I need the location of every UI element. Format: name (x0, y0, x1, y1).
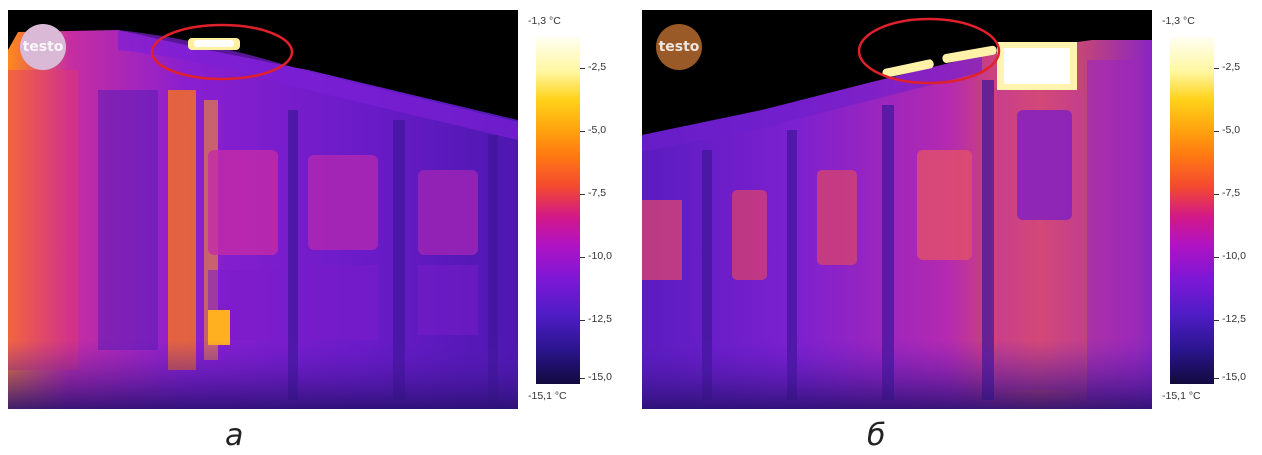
scale-tick-label: -12,5 (1222, 313, 1246, 325)
scale-max-label: -1,3 °C (528, 15, 561, 27)
scale-tick-label: -2,5 (588, 61, 607, 73)
scale-tick-label: -10,0 (588, 250, 612, 262)
testo-logo: testo (20, 24, 66, 70)
scale-max-label: -1,3 °C (1162, 15, 1195, 27)
highlight-ellipse (150, 23, 294, 81)
scale-min-label: -15,1 °C (528, 390, 567, 402)
scale-tick-label: -7,5 (1222, 187, 1241, 199)
highlight-ellipse (857, 17, 1001, 85)
scale-tick-label: -10,0 (1222, 250, 1246, 262)
scale-tick-label: -12,5 (588, 313, 612, 325)
thermal-image-a: testo (8, 10, 518, 409)
thermal-panel-a: testo -1,3 °C -2,5 -5,0 -7,5 -10,0 -12,5… (0, 0, 630, 455)
color-scale-bar (1170, 37, 1214, 384)
thermal-panel-b: testo -1,3 °C -2,5 -5,0 -7,5 -10,0 -12,5… (630, 0, 1262, 455)
testo-logo: testo (656, 24, 702, 70)
scale-tick-label: -5,0 (588, 124, 607, 136)
panel-caption-b: б (867, 418, 886, 453)
scale-tick-label: -15,0 (588, 371, 612, 383)
thermal-image-b: testo (642, 10, 1152, 409)
scale-min-label: -15,1 °C (1162, 390, 1201, 402)
color-scale-bar (536, 37, 580, 384)
scale-tick-label: -2,5 (1222, 61, 1241, 73)
scale-tick-label: -5,0 (1222, 124, 1241, 136)
scale-tick-label: -7,5 (588, 187, 607, 199)
scale-tick-label: -15,0 (1222, 371, 1246, 383)
panel-caption-a: а (225, 418, 244, 453)
